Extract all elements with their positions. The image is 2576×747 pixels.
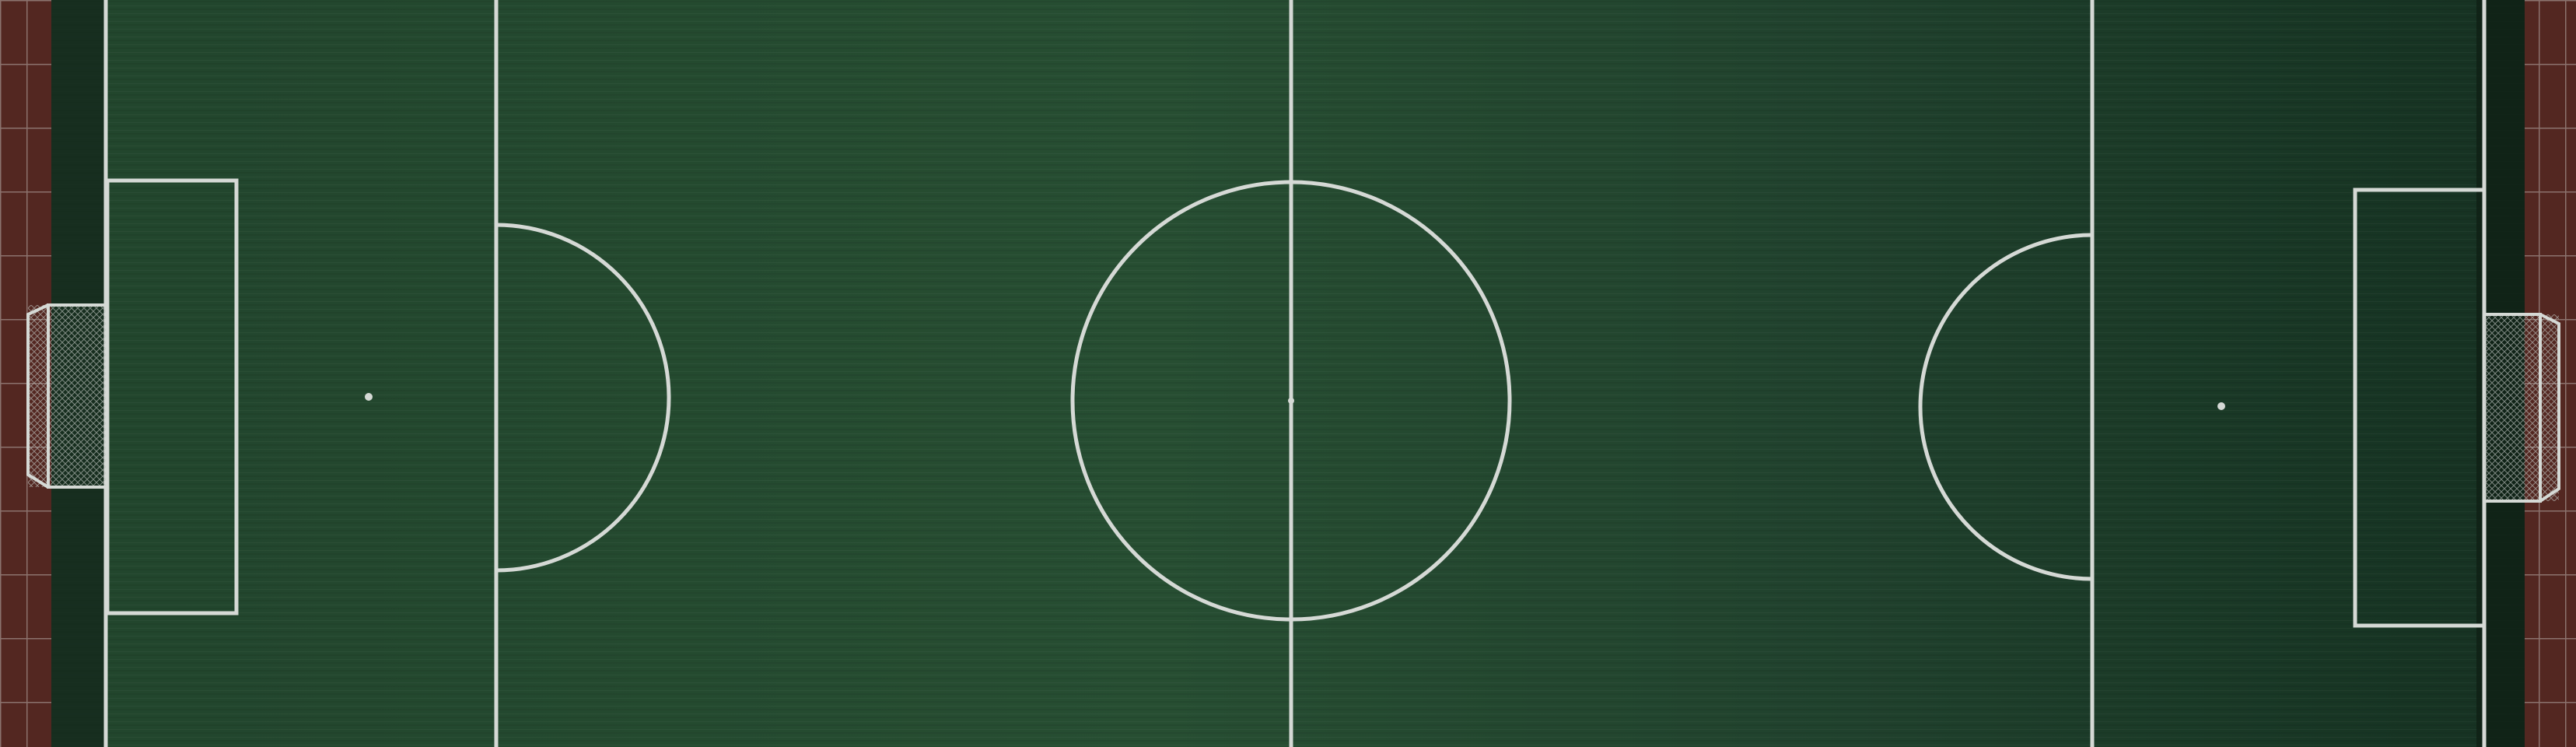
right-goal-net <box>2484 314 2559 501</box>
left-goal-net <box>28 305 106 487</box>
left-penalty-spot <box>365 393 373 401</box>
right-penalty-spot <box>2217 402 2225 410</box>
left-goal <box>26 303 106 489</box>
pitch-markings <box>103 0 2487 747</box>
right-goal <box>2484 313 2560 503</box>
left-goal-frame <box>26 303 106 489</box>
center-spot <box>1288 398 1294 404</box>
center-circle <box>1070 180 1512 622</box>
left-penalty-arc <box>494 223 671 573</box>
right-goal-frame <box>2484 313 2560 503</box>
left-goal-area <box>105 178 239 615</box>
right-penalty-arc <box>1918 233 2095 581</box>
